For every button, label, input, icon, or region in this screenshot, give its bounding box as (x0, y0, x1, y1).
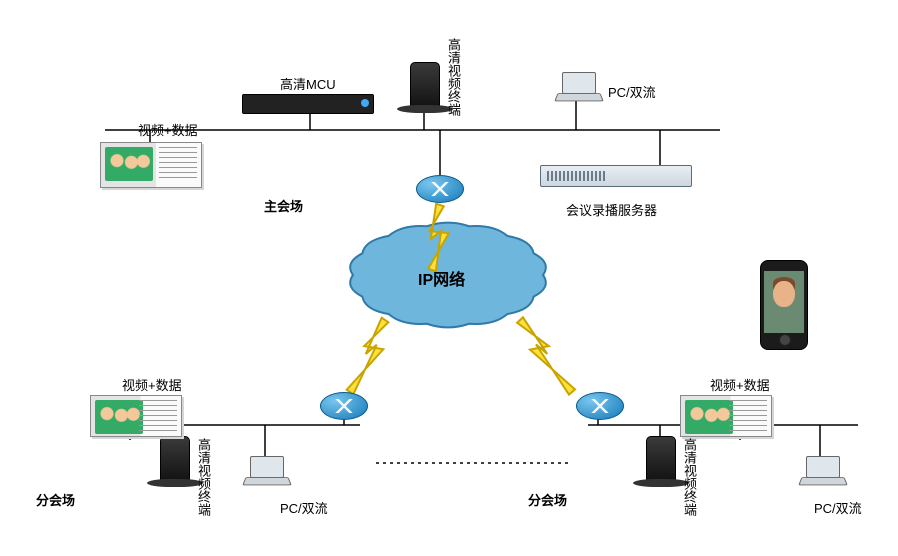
label-hd-mcu: 高清MCU (280, 74, 336, 93)
label-ip-network: IP网络 (418, 266, 465, 290)
label-sub-site: 分会场 (528, 490, 567, 509)
label-video-data: 视频+数据 (138, 120, 198, 139)
label-pc-dual: PC/双流 (608, 82, 656, 101)
laptop-icon (800, 456, 844, 486)
router-icon (576, 392, 624, 420)
label-hd-terminal: 高清视频终端 (444, 38, 463, 116)
label-video-data: 视频+数据 (122, 375, 182, 394)
label-rec-server: 会议录播服务器 (566, 200, 657, 219)
label-pc-dual: PC/双流 (280, 498, 328, 517)
video-data-thumbnail (90, 395, 182, 437)
router-icon (416, 175, 464, 203)
video-data-thumbnail (680, 395, 772, 437)
smartphone-icon (760, 260, 808, 350)
hd-mcu-device (242, 94, 374, 114)
label-hd-terminal: 高清视频终端 (680, 438, 699, 516)
diagram-stage: { "labels":{ "video_data":"视频+数据", "hd_m… (0, 0, 898, 556)
label-sub-site: 分会场 (36, 490, 75, 509)
label-hd-terminal: 高清视频终端 (194, 438, 213, 516)
laptop-icon (556, 72, 600, 102)
label-pc-dual: PC/双流 (814, 498, 862, 517)
hd-terminal-icon (410, 62, 440, 110)
video-data-thumbnail (100, 142, 202, 188)
laptop-icon (244, 456, 288, 486)
recording-server (540, 165, 692, 187)
router-icon (320, 392, 368, 420)
hd-terminal-icon (160, 436, 190, 484)
hd-terminal-icon (646, 436, 676, 484)
label-video-data: 视频+数据 (710, 375, 770, 394)
label-main-site: 主会场 (264, 196, 303, 215)
